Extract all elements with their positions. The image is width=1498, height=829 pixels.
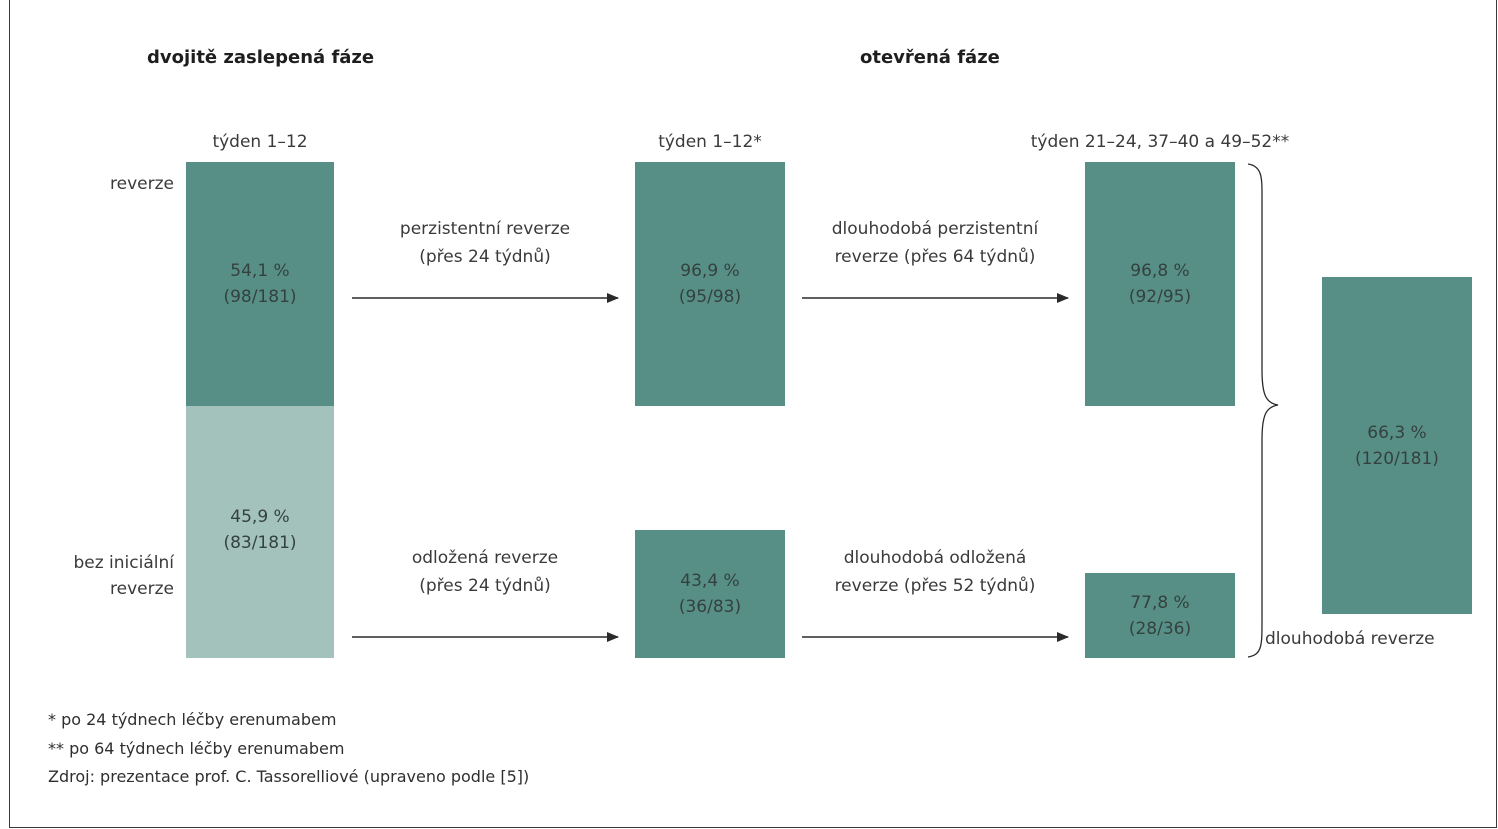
- box-reversal-count: (98/181): [223, 287, 297, 307]
- long-reversal-label: dlouhodobá reverze: [1265, 629, 1435, 649]
- box-reversal: 54,1 % (98/181): [186, 162, 334, 406]
- box-delayed-pct: 43,4 %: [680, 571, 740, 591]
- arrow-label-long-delayed-2: reverze (přes 52 týdnů): [834, 576, 1036, 596]
- column-label-week-1-12: týden 1–12: [212, 132, 308, 152]
- box-long-delayed-count: (28/36): [1128, 618, 1192, 639]
- row-label-no-initial-2: reverze: [110, 579, 174, 599]
- footnote-source: Zdroj: prezentace prof. C. Tassorelliové…: [48, 767, 530, 786]
- box-delayed: 43,4 % (36/83): [635, 530, 785, 658]
- box-long-persistent-pct: 96,8 %: [1130, 261, 1190, 281]
- arrow-label-persistent-2: (přes 24 týdnů): [419, 247, 551, 267]
- figure-frame: [9, 0, 1497, 828]
- box-no-initial: 45,9 % (83/181): [186, 406, 334, 658]
- box-delayed-count: (36/83): [678, 597, 742, 617]
- box-no-initial-count: (83/181): [223, 533, 297, 553]
- box-persistent: 96,9 % (95/98): [635, 162, 785, 406]
- footnote-1: * po 24 týdnech léčby erenumabem: [48, 710, 337, 729]
- box-long-persistent: 96,8 % (92/95): [1085, 162, 1235, 406]
- box-long-delayed-pct: 77,8 %: [1130, 592, 1190, 613]
- footnote-2: ** po 64 týdnech léčby erenumabem: [48, 739, 345, 758]
- header-open-label: otevřená fáze: [860, 47, 1000, 68]
- arrow-label-persistent-1: perzistentní reverze: [399, 219, 571, 239]
- box-long-delayed: 77,8 % (28/36): [1085, 573, 1235, 658]
- box-long-total-count: (120/181): [1355, 448, 1439, 469]
- arrow-label-delayed-1: odložená reverze: [411, 548, 559, 568]
- box-long-total-pct: 66,3 %: [1367, 422, 1427, 443]
- header-double-blind: dvojitě zaslepená fáze: [147, 47, 375, 68]
- row-label-no-initial-1: bez iniciální: [73, 553, 174, 573]
- box-persistent-pct: 96,9 %: [680, 261, 740, 281]
- row-label-reversal: reverze: [110, 174, 174, 194]
- arrow-label-delayed-2: (přes 24 týdnů): [419, 576, 551, 596]
- box-reversal-pct: 54,1 %: [230, 261, 290, 281]
- arrow-label-long-persistent-1: dlouhodobá perzistentní: [831, 219, 1039, 239]
- column-label-week-21-52: týden 21–24, 37–40 a 49–52**: [1030, 132, 1290, 152]
- arrow-label-long-delayed-1: dlouhodobá odložená: [843, 548, 1027, 568]
- arrow-label-long-persistent-2: reverze (přes 64 týdnů): [834, 247, 1036, 267]
- box-no-initial-pct: 45,9 %: [230, 507, 290, 527]
- column-label-week-1-12-star: týden 1–12*: [658, 132, 762, 152]
- brace: [1247, 163, 1279, 658]
- box-long-total: 66,3 % (120/181): [1322, 277, 1472, 614]
- box-persistent-count: (95/98): [678, 287, 742, 307]
- box-long-persistent-count: (92/95): [1128, 287, 1192, 307]
